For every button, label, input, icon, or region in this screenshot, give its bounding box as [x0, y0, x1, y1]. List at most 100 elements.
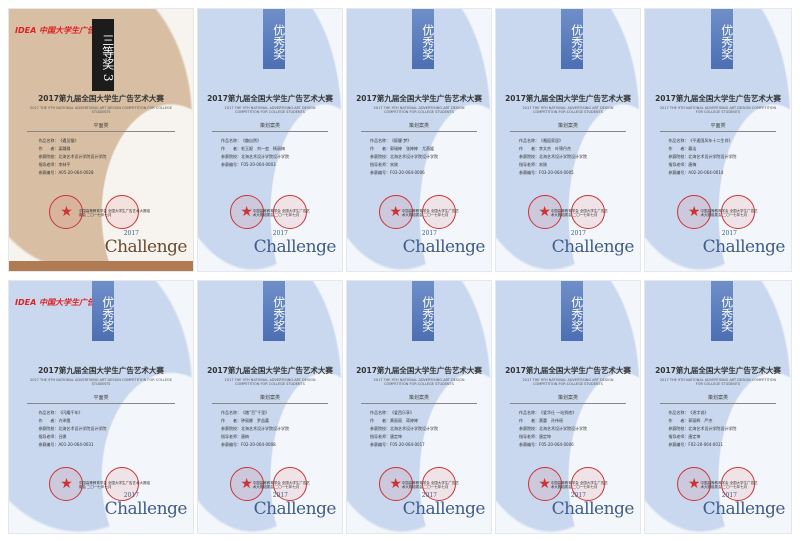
certificate: 优秀奖 2017第九届全国大学生广告艺术大赛 2017 THE 9TH NATI…	[197, 280, 343, 534]
certificate: 优秀奖 2017第九届全国大学生广告艺术大赛 2017 THE 9TH NATI…	[197, 8, 343, 272]
school-label: 参赛院校：	[668, 154, 689, 159]
author-label: 作 者：	[519, 146, 540, 151]
advisor-row: 指导老师：唐定坤	[668, 433, 791, 441]
code-label: 参赛编号：	[668, 442, 689, 447]
advisor-value: 宋刚	[539, 162, 548, 167]
challenge-logo: Challenge	[104, 499, 188, 519]
certificate: 优秀奖 2017第九届全国大学生广告艺术大赛 2017 THE 9TH NATI…	[644, 8, 792, 272]
author-row: 作 者：梁璐璐	[38, 145, 193, 153]
school-label: 参赛院校：	[370, 426, 391, 431]
committee-seal-icon	[421, 467, 456, 501]
category: 平面类	[27, 122, 175, 132]
contest-title: 2017第九届全国大学生广告艺术大赛	[207, 94, 333, 103]
category: 策划案类	[510, 394, 626, 404]
award-badge: 三等奖 3	[91, 19, 114, 91]
author-row: 作 者：黄蕾 孙伟瑶	[519, 417, 640, 425]
work-value: 《爱华仕 一站到底》	[539, 410, 577, 415]
author-value: 毛玉妮 刘一玺 杨丽梅	[241, 146, 286, 151]
code-row: 参赛编号：F05-20-064-0006	[519, 441, 640, 449]
school-row: 参赛院校：北海艺术设计学院设计学院	[668, 425, 791, 433]
category: 策划案类	[361, 394, 477, 404]
advisor-value: 唐梅	[688, 162, 697, 167]
award-badge: 优秀奖	[560, 281, 583, 341]
star-seal-icon: ★	[49, 467, 84, 501]
code-label: 参赛编号：	[519, 170, 540, 175]
contest-title: 2017第九届全国大学生广告艺术大赛	[356, 366, 482, 375]
advisor-row: 指导老师：宋刚	[519, 161, 640, 169]
challenge-logo: Challenge	[402, 499, 486, 519]
school-value: 北海艺术设计学院设计学院	[58, 426, 107, 431]
author-value: 钟丽娜 罗益嘉	[241, 418, 270, 423]
star-seal-icon: ★	[378, 195, 413, 229]
author-row: 作 者：戴洁	[668, 145, 791, 153]
star-seal-icon: ★	[527, 195, 562, 229]
school-row: 参赛院校：北海艺术设计学院设计学院	[370, 153, 491, 161]
brand-year: 2017	[272, 492, 288, 499]
author-value: 戴洁	[688, 146, 697, 151]
code-label: 参赛编号：	[221, 162, 242, 167]
challenge-logo: Challenge	[551, 499, 635, 519]
code-value: F02-20-064-0011	[688, 442, 723, 447]
committee-seal-icon	[421, 195, 456, 229]
certificate: IDEA 中国大学生广告节 三等奖 3 2017第九届全国大学生广告艺术大赛 2…	[8, 8, 194, 272]
work-value: 《遇见猫》	[58, 138, 79, 143]
challenge-logo: Challenge	[104, 237, 188, 257]
code-row: 参赛编号：F03-20-064-0006	[370, 169, 491, 177]
work-value: 《醉醒·梦》	[390, 138, 412, 143]
advisor-row: 指导老师：唐梅	[668, 161, 791, 169]
advisor-row: 指导老师：宋刚	[370, 161, 491, 169]
advisor-label: 指导老师：	[668, 434, 689, 439]
seal-text: 中国高等教育学会 全国大学生广告艺术大赛组委会 二〇一七年七月	[700, 209, 758, 217]
category: 策划案类	[212, 394, 328, 404]
seal-text: 中国高等教育学会 全国大学生广告艺术大赛组委会 二〇一七年七月	[78, 209, 151, 217]
seal-text: 中国高等教育学会 全国大学生广告艺术大赛组委会 二〇一七年七月	[700, 481, 758, 489]
award-badge: 优秀奖	[411, 281, 434, 341]
author-value: 郭丽辉 严杰	[688, 418, 713, 423]
challenge-logo: Challenge	[702, 499, 786, 519]
advisor-row: 指导老师：唐梅	[221, 433, 342, 441]
idea-logo: IDEA 中国大学生广告节	[15, 298, 104, 307]
seal-text: 中国高等教育学会 全国大学生广告艺术大赛组委会 二〇一七年七月	[401, 209, 459, 217]
work-label: 作品名称：	[38, 410, 59, 415]
contest-subtitle: 2017 THE 9TH NATIONAL ADVERTISING ART DE…	[522, 378, 614, 386]
advisor-value: 唐定坤	[539, 434, 552, 439]
school-value: 北海艺术设计学院设计学院	[390, 426, 439, 431]
school-label: 参赛院校：	[519, 426, 540, 431]
author-label: 作 者：	[370, 146, 391, 151]
brand-year: 2017	[721, 230, 737, 237]
work-row: 作品名称：《踏“百”千里》	[221, 409, 342, 417]
code-value: F03-20-064-0006	[390, 170, 425, 175]
star-seal-icon: ★	[677, 195, 712, 229]
school-label: 参赛院校：	[668, 426, 689, 431]
work-label: 作品名称：	[668, 410, 689, 415]
work-label: 作品名称：	[519, 410, 540, 415]
work-value: 《踏“百”千里》	[241, 410, 270, 415]
contest-title: 2017第九届全国大学生广告艺术大赛	[655, 366, 781, 375]
contest-title: 2017第九届全国大学生广告艺术大赛	[356, 94, 482, 103]
category: 平面类	[27, 394, 175, 404]
work-row: 作品名称：《爱西乐享》	[370, 409, 491, 417]
contest-title: 2017第九届全国大学生广告艺术大赛	[655, 94, 781, 103]
school-label: 参赛院校：	[38, 154, 59, 159]
author-value: 许泽霞	[58, 418, 71, 423]
challenge-logo: Challenge	[551, 237, 635, 257]
work-value: 《爱西乐享》	[390, 410, 415, 415]
code-row: 参赛编号：A05-20-064-0028	[38, 169, 193, 177]
contest-title: 2017第九届全国大学生广告艺术大赛	[505, 366, 631, 375]
work-label: 作品名称：	[221, 138, 242, 143]
school-value: 北海艺术设计学院设计学院	[539, 426, 588, 431]
work-row: 作品名称：《趣自然》	[221, 137, 342, 145]
idea-logo: IDEA 中国大学生广告节	[15, 26, 104, 35]
school-label: 参赛院校：	[38, 426, 59, 431]
contest-subtitle: 2017 THE 9TH NATIONAL ADVERTISING ART DE…	[659, 378, 777, 386]
code-row: 参赛编号：A02-20-064-0014	[668, 169, 791, 177]
brand-year: 2017	[421, 230, 437, 237]
school-row: 参赛院校：北海艺术设计学院设计学院	[221, 153, 342, 161]
code-value: A02-20-064-0014	[688, 170, 724, 175]
contest-subtitle: 2017 THE 9TH NATIONAL ADVERTISING ART DE…	[30, 106, 172, 114]
work-value: 《逐字说》	[688, 410, 709, 415]
code-value: F03-20-064-0005	[539, 170, 574, 175]
advisor-label: 指导老师：	[221, 434, 242, 439]
code-row: 参赛编号：F05-20-064-0017	[370, 441, 491, 449]
author-row: 作 者：郭丽辉 严杰	[668, 417, 791, 425]
